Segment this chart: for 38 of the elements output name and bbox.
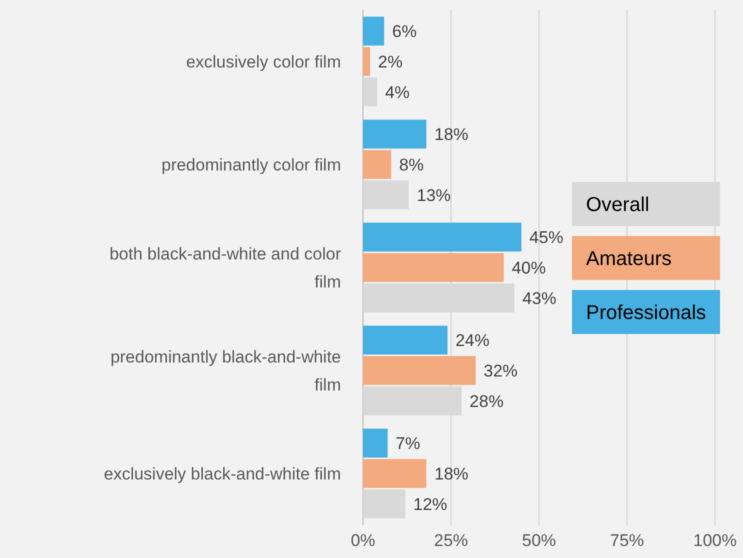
x-tick-label: 25%: [434, 531, 468, 550]
data-label: 4%: [385, 83, 410, 102]
bar: [363, 47, 370, 76]
y-tick-label: both black-and-white and color film: [109, 244, 342, 292]
bar: [363, 222, 522, 252]
data-label: 32%: [484, 362, 518, 381]
data-label: 13%: [416, 186, 451, 206]
data-label: 18%: [434, 125, 468, 144]
x-tick-label: 50%: [522, 531, 556, 550]
data-label: 8%: [399, 156, 424, 175]
y-tick-label: predominantly color film: [161, 156, 341, 175]
bar: [363, 326, 448, 355]
bar: [363, 16, 384, 46]
data-label: 7%: [396, 434, 420, 454]
x-tick-label: 0%: [350, 531, 376, 550]
bar: [363, 356, 476, 385]
data-label: 6%: [392, 22, 417, 42]
y-tick-label: exclusively color film: [186, 52, 341, 72]
x-tick-label: 100%: [693, 531, 737, 550]
text: Amateurs: [586, 248, 672, 270]
y-tick-label: predominantly black-and-white film: [110, 348, 341, 395]
data-label: 40%: [512, 258, 546, 278]
bar: [363, 459, 426, 488]
data-label: 18%: [434, 464, 468, 484]
data-label: 2%: [378, 52, 403, 72]
bar: [363, 253, 504, 282]
y-tick-label: exclusively black-and-white film: [104, 464, 341, 484]
bar: [363, 150, 392, 179]
bar: [363, 428, 388, 458]
x-tick-label: 75%: [610, 531, 644, 550]
data-label: 45%: [529, 228, 564, 248]
text: Professionals: [586, 302, 706, 324]
data-label: 28%: [470, 392, 504, 412]
data-label: 12%: [413, 495, 448, 514]
data-label: 24%: [455, 331, 490, 350]
text: Overall: [586, 194, 650, 216]
data-label: 43%: [522, 289, 556, 308]
bar: [363, 120, 426, 149]
